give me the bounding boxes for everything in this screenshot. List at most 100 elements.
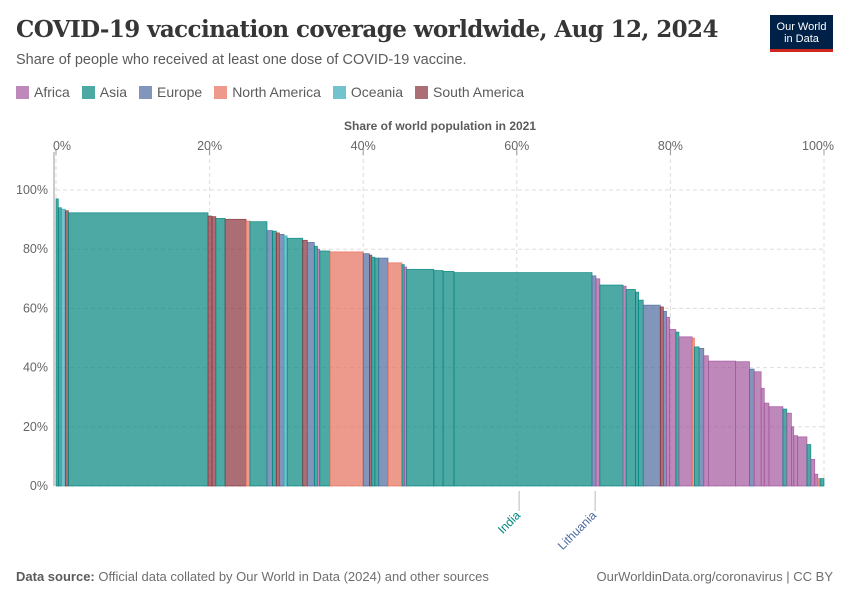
bar-asia (782, 408, 788, 487)
legend-label: Africa (34, 84, 70, 100)
bar-asia (433, 270, 444, 487)
chart-title: COVID-19 vaccination coverage worldwide,… (16, 16, 718, 43)
bar-africa (786, 412, 792, 487)
source-url[interactable]: OurWorldinData.org/coronavirus | CC BY (596, 569, 833, 584)
bar-south-america (64, 210, 69, 487)
bar-oceania (61, 208, 66, 487)
bar-europe (306, 241, 315, 487)
bar-asia (406, 268, 435, 487)
bar-asia (272, 230, 277, 487)
annotation-label: India (495, 508, 524, 537)
bar-south-america (224, 218, 247, 487)
legend-item-asia[interactable]: Asia (81, 84, 128, 100)
legend-label: Oceania (350, 84, 404, 100)
bar-south-america (659, 306, 664, 487)
bar-asia (442, 270, 455, 487)
bar-north-america (387, 262, 403, 487)
x-tick-label: 60% (504, 139, 529, 153)
bar-africa (735, 361, 750, 487)
bar-europe (378, 257, 389, 487)
bar-africa (666, 316, 671, 487)
x-tick-label: 80% (658, 139, 683, 153)
bar-africa (595, 278, 601, 487)
bar-africa (708, 360, 736, 487)
y-tick-label: 20% (23, 420, 48, 434)
bar-asia (599, 284, 624, 487)
bar-europe (749, 368, 755, 487)
legend: Africa Asia Europe North America Oceania… (16, 84, 524, 100)
bar-south-america (207, 215, 213, 487)
legend-item-north-america[interactable]: North America (214, 84, 321, 100)
bar-asia (806, 444, 812, 487)
bar-africa (703, 355, 709, 487)
bar-south-america (211, 216, 217, 487)
legend-swatch (139, 85, 153, 99)
bar-africa (768, 406, 784, 487)
source-label: Data source: (16, 569, 95, 584)
x-tick-label: 20% (197, 139, 222, 153)
bar-asia (215, 218, 226, 487)
bar-oceania (283, 235, 288, 487)
annotation-label: Lithuania (555, 508, 600, 553)
legend-swatch (81, 85, 95, 99)
bar-asia (625, 289, 636, 487)
bar-north-america (329, 251, 364, 487)
bar-africa (622, 285, 627, 487)
y-tick-label: 100% (16, 183, 48, 197)
bar-africa (678, 336, 693, 487)
legend-label: Asia (99, 84, 128, 100)
bar-asia (374, 257, 380, 487)
legend-item-europe[interactable]: Europe (139, 84, 202, 100)
bar-africa (760, 387, 765, 487)
x-axis-label: Share of world population in 2021 (344, 119, 536, 133)
bar-asia (638, 299, 644, 487)
legend-swatch (214, 85, 228, 99)
bar-africa (793, 435, 799, 487)
legend-swatch (332, 85, 346, 99)
owid-logo[interactable]: Our World in Data (770, 15, 833, 52)
bar-europe (362, 253, 370, 487)
legend-item-africa[interactable]: Africa (16, 84, 70, 100)
legend-label: North America (232, 84, 321, 100)
bar-asia (68, 212, 209, 487)
data-source: Data source: Official data collated by O… (16, 569, 489, 584)
bar-africa (797, 436, 808, 487)
source-text: Official data collated by Our World in D… (98, 569, 489, 584)
y-tick-label: 60% (23, 301, 48, 315)
bar-africa (814, 473, 819, 487)
chart-subtitle: Share of people who received at least on… (16, 52, 467, 68)
bar-europe (266, 230, 273, 487)
bar-asia (635, 291, 639, 487)
bar-asia (57, 207, 62, 487)
y-tick-label: 80% (23, 242, 48, 256)
y-tick-label: 40% (23, 361, 48, 375)
x-tick-label: 100% (802, 139, 834, 153)
bar-south-america (302, 239, 308, 487)
bar-africa (810, 458, 816, 487)
bar-asia (249, 221, 268, 487)
bar-europe (642, 304, 661, 487)
bar-europe (279, 233, 285, 487)
legend-label: Europe (157, 84, 203, 100)
bar-asia (694, 346, 700, 487)
bar-africa (669, 329, 677, 487)
y-tick-label: 0% (30, 479, 48, 493)
legend-swatch (16, 85, 29, 99)
bar-europe (591, 275, 597, 487)
bar-europe (663, 310, 667, 487)
legend-item-oceania[interactable]: Oceania (332, 84, 404, 100)
bar-asia (453, 272, 593, 487)
x-tick-label: 0% (53, 139, 71, 153)
bar-asia (313, 245, 318, 487)
bar-asia (319, 250, 331, 487)
bar-asia (675, 331, 680, 487)
bar-asia (371, 256, 376, 487)
bar-south-america (275, 232, 280, 487)
legend-label: South America (433, 84, 525, 100)
legend-item-south-america[interactable]: South America (415, 84, 524, 100)
bar-asia (819, 478, 825, 487)
bar-asia (286, 237, 304, 487)
bar-africa (763, 402, 770, 487)
bar-africa (753, 371, 762, 487)
